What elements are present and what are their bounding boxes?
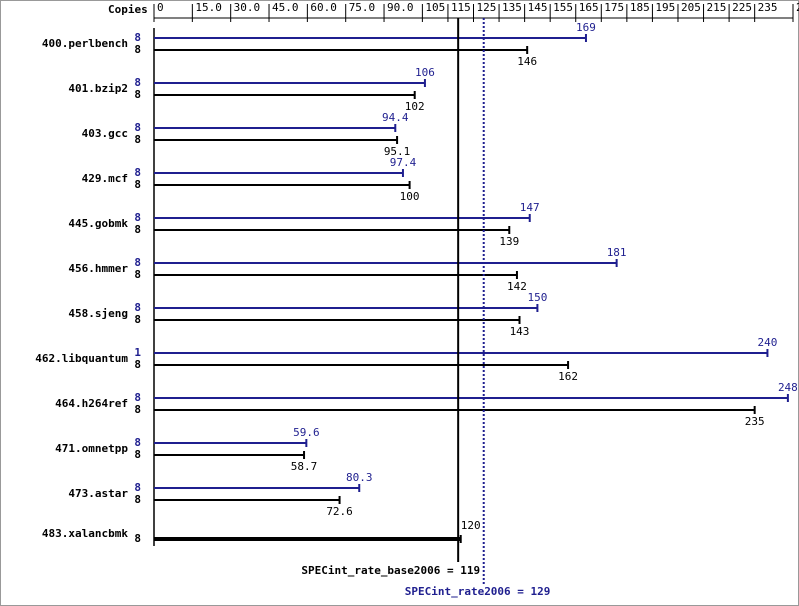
value-label: 146 (517, 55, 537, 68)
category-label: 445.gobmk (68, 217, 128, 230)
copies-label: 8 (134, 436, 141, 449)
copies-label: 8 (134, 121, 141, 134)
value-label: 120 (461, 519, 481, 532)
category-label: 483.xalancbmk (42, 527, 128, 540)
copies-label: 8 (134, 76, 141, 89)
copies-label: 1 (134, 346, 141, 359)
value-label: 95.1 (384, 145, 411, 158)
copies-label: 8 (134, 532, 141, 545)
value-label: 181 (607, 246, 627, 259)
x-tick-label: 60.0 (310, 1, 337, 14)
x-tick-label: 15.0 (195, 1, 222, 14)
value-label: 97.4 (390, 156, 417, 169)
copies-label: 8 (134, 448, 141, 461)
value-label: 102 (405, 100, 425, 113)
copies-label: 8 (134, 178, 141, 191)
x-tick-label: 155 (553, 1, 573, 14)
x-tick-label: 145 (528, 1, 548, 14)
value-label: 94.4 (382, 111, 409, 124)
x-tick-label: 135 (502, 1, 522, 14)
copies-label: 8 (134, 256, 141, 269)
copies-label: 8 (134, 211, 141, 224)
value-label: 58.7 (291, 460, 318, 473)
copies-label: 8 (134, 223, 141, 236)
value-label: 162 (558, 370, 578, 383)
copies-label: 8 (134, 403, 141, 416)
copies-label: 8 (134, 391, 141, 404)
category-label: 429.mcf (82, 172, 128, 185)
category-label: 403.gcc (82, 127, 128, 140)
category-label: 456.hmmer (68, 262, 128, 275)
copies-label: 8 (134, 31, 141, 44)
category-label: 458.sjeng (68, 307, 128, 320)
value-label: 100 (400, 190, 420, 203)
x-tick-label: 165 (579, 1, 599, 14)
copies-label: 8 (134, 313, 141, 326)
x-tick-label: 125 (477, 1, 497, 14)
value-label: 139 (499, 235, 519, 248)
value-label: 72.6 (326, 505, 353, 518)
x-tick-label: 75.0 (349, 1, 376, 14)
copies-label: 8 (134, 268, 141, 281)
copies-label: 8 (134, 301, 141, 314)
value-label: 240 (758, 336, 778, 349)
value-label: 150 (527, 291, 547, 304)
x-tick-label: 215 (707, 1, 727, 14)
category-label: 471.omnetpp (55, 442, 128, 455)
value-label: 147 (520, 201, 540, 214)
x-tick-label: 0 (157, 1, 164, 14)
value-label: 142 (507, 280, 527, 293)
value-label: 80.3 (346, 471, 373, 484)
x-tick-label: 205 (681, 1, 701, 14)
x-tick-label: 175 (604, 1, 624, 14)
value-label: 248 (778, 381, 798, 394)
x-tick-label: 105 (425, 1, 445, 14)
category-label: 473.astar (68, 487, 128, 500)
copies-label: 8 (134, 358, 141, 371)
category-label: 464.h264ref (55, 397, 128, 410)
copies-label: 8 (134, 493, 141, 506)
value-label: 143 (510, 325, 530, 338)
copies-label: 8 (134, 133, 141, 146)
x-tick-label: 235 (758, 1, 778, 14)
copies-label: 8 (134, 481, 141, 494)
x-tick-label: 90.0 (387, 1, 414, 14)
category-label: 401.bzip2 (68, 82, 128, 95)
value-label: 169 (576, 21, 596, 34)
value-label: 59.6 (293, 426, 320, 439)
x-tick-label: 45.0 (272, 1, 299, 14)
x-tick-label: 30.0 (234, 1, 261, 14)
copies-label: 8 (134, 88, 141, 101)
x-tick-label: 115 (451, 1, 471, 14)
base-summary-label: SPECint_rate_base2006 = 119 (301, 564, 480, 577)
copies-label: 8 (134, 43, 141, 56)
x-tick-label: 250 (796, 1, 799, 14)
value-label: 106 (415, 66, 435, 79)
peak-summary-label: SPECint_rate2006 = 129 (405, 585, 551, 598)
x-tick-label: 185 (630, 1, 650, 14)
x-tick-label: 225 (732, 1, 752, 14)
copies-label: 8 (134, 166, 141, 179)
category-label: 400.perlbench (42, 37, 128, 50)
value-label: 235 (745, 415, 765, 428)
category-label: 462.libquantum (35, 352, 128, 365)
x-tick-label: 195 (655, 1, 675, 14)
axis-label: Copies (108, 3, 148, 16)
